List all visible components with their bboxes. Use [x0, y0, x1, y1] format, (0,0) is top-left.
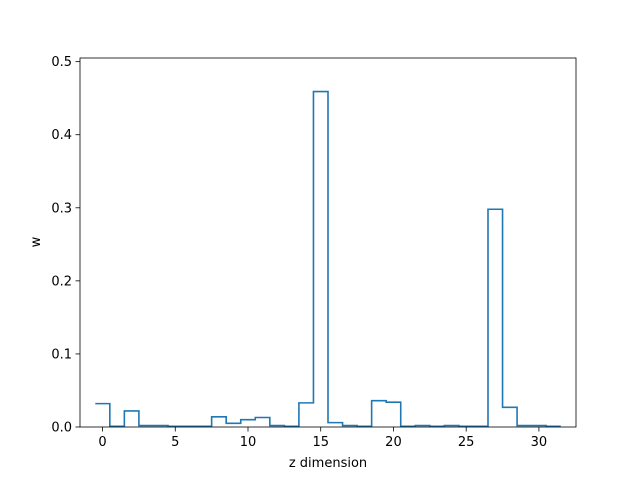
x-tick-label: 0	[98, 435, 106, 450]
bin-28	[503, 407, 518, 427]
axes-frame	[79, 57, 577, 428]
plot-area	[95, 90, 561, 428]
y-tick-label: 0.5	[51, 55, 72, 70]
y-tick-label: 0.0	[51, 421, 72, 436]
x-tick-label: 25	[458, 435, 475, 450]
y-axis-label: w	[29, 236, 44, 247]
x-tick-label: 10	[240, 435, 257, 450]
y-tick-label: 0.4	[51, 128, 72, 143]
bin-0	[95, 404, 110, 427]
bin-15	[313, 92, 328, 427]
bin-11	[255, 418, 270, 427]
x-tick-label: 5	[171, 435, 179, 450]
bin-20	[386, 402, 401, 427]
bin-10	[241, 420, 256, 427]
x-tick-label: 30	[531, 435, 548, 450]
x-tick-label: 20	[385, 435, 402, 450]
bin-19	[372, 401, 387, 427]
y-axis-ticks: 0.0 0.1 0.2 0.3 0.4 0.5	[51, 55, 80, 436]
series-step-line	[95, 90, 561, 428]
y-tick-label: 0.3	[51, 201, 72, 216]
bin-9	[226, 423, 241, 427]
y-tick-label: 0.1	[51, 347, 72, 362]
x-axis-ticks: 0 5 10 15 20 25 30	[98, 427, 547, 450]
x-axis-label: z dimension	[289, 456, 367, 471]
bin-8	[212, 417, 227, 427]
bin-2	[124, 411, 139, 427]
bin-16	[328, 423, 343, 427]
bin-27	[488, 209, 503, 427]
y-tick-label: 0.2	[51, 274, 72, 289]
bin-14	[299, 403, 314, 427]
x-tick-label: 15	[312, 435, 329, 450]
